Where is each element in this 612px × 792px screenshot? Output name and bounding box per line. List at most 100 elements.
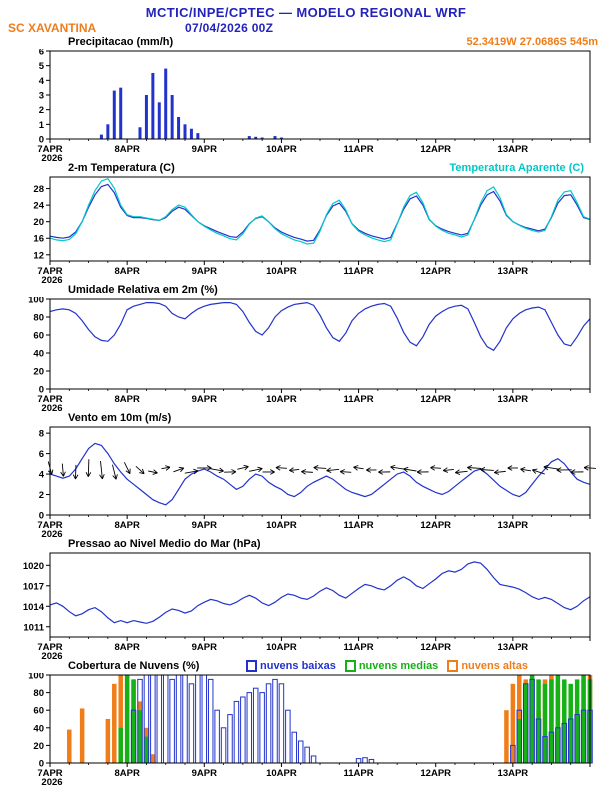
svg-text:10APR: 10APR <box>266 394 297 405</box>
svg-text:6: 6 <box>39 49 44 58</box>
station-name: SC XAVANTINA <box>8 21 97 35</box>
svg-text:12APR: 12APR <box>420 144 451 155</box>
legend-item-nuvens-baixas: nuvens baixas <box>246 660 336 672</box>
svg-text:20: 20 <box>33 217 44 228</box>
legend-swatch-icon <box>246 660 257 672</box>
svg-text:9APR: 9APR <box>192 394 217 405</box>
svg-text:80: 80 <box>33 688 44 699</box>
svg-text:100: 100 <box>28 297 44 306</box>
svg-text:60: 60 <box>33 331 44 342</box>
panel-precip-title-row: Precipitacao (mm/h) 52.3419W 27.0686S 545… <box>0 36 612 49</box>
legend-swatch-icon <box>447 660 459 672</box>
svg-text:20: 20 <box>33 741 44 752</box>
svg-text:13APR: 13APR <box>498 768 529 779</box>
svg-text:7APR: 7APR <box>37 768 62 779</box>
svg-text:2026: 2026 <box>41 651 62 660</box>
run-datetime: 07/04/2026 00Z <box>185 21 274 35</box>
svg-text:13APR: 13APR <box>498 144 529 155</box>
svg-text:40: 40 <box>33 349 44 360</box>
svg-text:8APR: 8APR <box>114 394 139 405</box>
legend-item-nuvens-altas: nuvens altas <box>447 660 528 672</box>
svg-text:8APR: 8APR <box>114 266 139 277</box>
panel-pressao-title-row: Pressao ao Nivel Medio do Mar (hPa) <box>0 538 612 551</box>
panel-nuvens: Cobertura de Nuvens (%) nuvens baixas nuve… <box>0 660 612 786</box>
svg-text:24: 24 <box>33 201 44 212</box>
svg-text:0: 0 <box>39 135 44 146</box>
panel-umid: Umidade Relativa em 2m (%) 0 20 40 60 80 100 7A… <box>0 284 612 412</box>
svg-text:8APR: 8APR <box>114 144 139 155</box>
svg-text:11APR: 11APR <box>344 768 374 779</box>
panel-precip-title: Precipitacao (mm/h) <box>68 36 174 48</box>
panel-umid-title-row: Umidade Relativa em 2m (%) <box>0 284 612 297</box>
svg-text:2026: 2026 <box>41 529 62 538</box>
legend-label: nuvens baixas <box>260 660 336 672</box>
svg-text:8: 8 <box>39 429 44 440</box>
svg-text:13APR: 13APR <box>498 642 529 653</box>
clouds-legend: nuvens baixas nuvens medias nuvens altas <box>246 660 528 672</box>
svg-text:40: 40 <box>33 723 44 734</box>
svg-text:2026: 2026 <box>41 403 62 412</box>
svg-text:9APR: 9APR <box>192 520 217 531</box>
svg-text:12APR: 12APR <box>420 768 451 779</box>
panel-vento: Vento em 10m (m/s) 0 2 4 6 8 7APR 2026 8APR 9APR 1… <box>0 412 612 538</box>
svg-text:7APR: 7APR <box>37 394 62 405</box>
svg-text:12APR: 12APR <box>420 266 451 277</box>
svg-text:2: 2 <box>39 105 44 116</box>
panel-precip: Precipitacao (mm/h) 52.3419W 27.0686S 545… <box>0 36 612 162</box>
svg-text:100: 100 <box>28 673 44 682</box>
panel-vento-title-row: Vento em 10m (m/s) <box>0 412 612 425</box>
svg-text:12APR: 12APR <box>420 642 451 653</box>
svg-text:1020: 1020 <box>23 561 44 572</box>
svg-text:10APR: 10APR <box>266 642 297 653</box>
svg-text:4: 4 <box>39 76 45 87</box>
station-coords: 52.3419W 27.0686S 545m <box>466 36 599 48</box>
panel-nuvens-title-row: Cobertura de Nuvens (%) nuvens baixas nuve… <box>0 660 612 673</box>
svg-text:2: 2 <box>39 490 44 501</box>
panel-umid-title: Umidade Relativa em 2m (%) <box>68 284 218 296</box>
svg-text:10APR: 10APR <box>266 266 297 277</box>
svg-text:13APR: 13APR <box>498 394 529 405</box>
panel-vento-title: Vento em 10m (m/s) <box>68 412 172 424</box>
svg-text:10APR: 10APR <box>266 144 297 155</box>
svg-text:13APR: 13APR <box>498 266 529 277</box>
svg-text:11APR: 11APR <box>344 394 374 405</box>
svg-text:1: 1 <box>39 120 45 131</box>
svg-text:2026: 2026 <box>41 777 62 786</box>
svg-text:8APR: 8APR <box>114 642 139 653</box>
svg-text:8APR: 8APR <box>114 520 139 531</box>
svg-text:9APR: 9APR <box>192 144 217 155</box>
panel-temp-title: 2-m Temperatura (C) <box>68 162 175 174</box>
svg-text:9APR: 9APR <box>192 642 217 653</box>
panel-nuvens-title: Cobertura de Nuvens (%) <box>68 660 200 672</box>
panel-temp: 2-m Temperatura (C) Temperatura Aparente … <box>0 162 612 284</box>
panels-container: Precipitacao (mm/h) 52.3419W 27.0686S 545… <box>0 36 612 786</box>
svg-text:7APR: 7APR <box>37 520 62 531</box>
svg-text:16: 16 <box>33 234 44 245</box>
svg-text:10APR: 10APR <box>266 520 297 531</box>
svg-text:7APR: 7APR <box>37 642 62 653</box>
legend-label: nuvens altas <box>461 660 528 672</box>
svg-text:2026: 2026 <box>41 153 62 162</box>
svg-text:11APR: 11APR <box>344 642 374 653</box>
svg-text:5: 5 <box>39 61 45 72</box>
svg-text:11APR: 11APR <box>344 144 374 155</box>
panel-pressao-title: Pressao ao Nivel Medio do Mar (hPa) <box>68 538 261 550</box>
svg-text:1011: 1011 <box>23 622 44 633</box>
svg-text:80: 80 <box>33 313 44 324</box>
svg-text:7APR: 7APR <box>37 144 62 155</box>
svg-text:0: 0 <box>39 511 44 522</box>
svg-text:1014: 1014 <box>23 602 45 613</box>
svg-text:20: 20 <box>33 367 44 378</box>
svg-text:11APR: 11APR <box>344 520 374 531</box>
svg-text:0: 0 <box>39 759 44 770</box>
svg-text:2026: 2026 <box>41 275 62 284</box>
page-title: MCTIC/INPE/CPTEC — MODELO REGIONAL WRF <box>145 5 467 20</box>
svg-text:12APR: 12APR <box>420 394 451 405</box>
panel-temp-title-row: 2-m Temperatura (C) Temperatura Aparente … <box>0 162 612 175</box>
svg-text:12APR: 12APR <box>420 520 451 531</box>
svg-text:6: 6 <box>39 449 44 460</box>
svg-text:10APR: 10APR <box>266 768 297 779</box>
